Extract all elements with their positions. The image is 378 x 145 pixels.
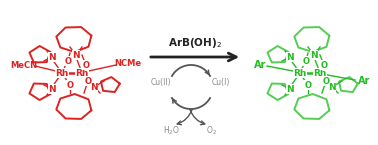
Text: O: O: [65, 57, 71, 66]
Text: Ar: Ar: [254, 60, 266, 70]
Text: Rh: Rh: [293, 68, 307, 77]
Text: N: N: [286, 52, 294, 61]
Text: N: N: [48, 52, 56, 61]
Text: O: O: [302, 57, 310, 66]
Text: N: N: [328, 83, 336, 91]
Text: O: O: [85, 77, 91, 86]
Text: O: O: [305, 80, 311, 89]
Text: O: O: [82, 60, 90, 69]
Text: ArB(OH)$_2$: ArB(OH)$_2$: [168, 36, 222, 50]
Text: N: N: [310, 50, 318, 59]
Text: O: O: [322, 77, 330, 86]
Text: Cu(II): Cu(II): [151, 78, 171, 87]
Text: H$_2$O: H$_2$O: [163, 125, 180, 137]
Text: NCMe: NCMe: [115, 58, 142, 68]
Text: Rh: Rh: [55, 68, 69, 77]
Text: N: N: [90, 83, 98, 91]
Text: N: N: [286, 85, 294, 94]
Text: N: N: [48, 85, 56, 94]
Text: O: O: [67, 80, 73, 89]
Text: Rh: Rh: [313, 68, 327, 77]
Text: Ar: Ar: [358, 76, 370, 86]
Text: N: N: [72, 50, 80, 59]
Text: Cu(I): Cu(I): [212, 78, 230, 87]
Text: Rh: Rh: [75, 68, 89, 77]
Text: O: O: [321, 60, 327, 69]
Text: MeCN: MeCN: [11, 60, 37, 69]
Text: O$_2$: O$_2$: [206, 125, 217, 137]
